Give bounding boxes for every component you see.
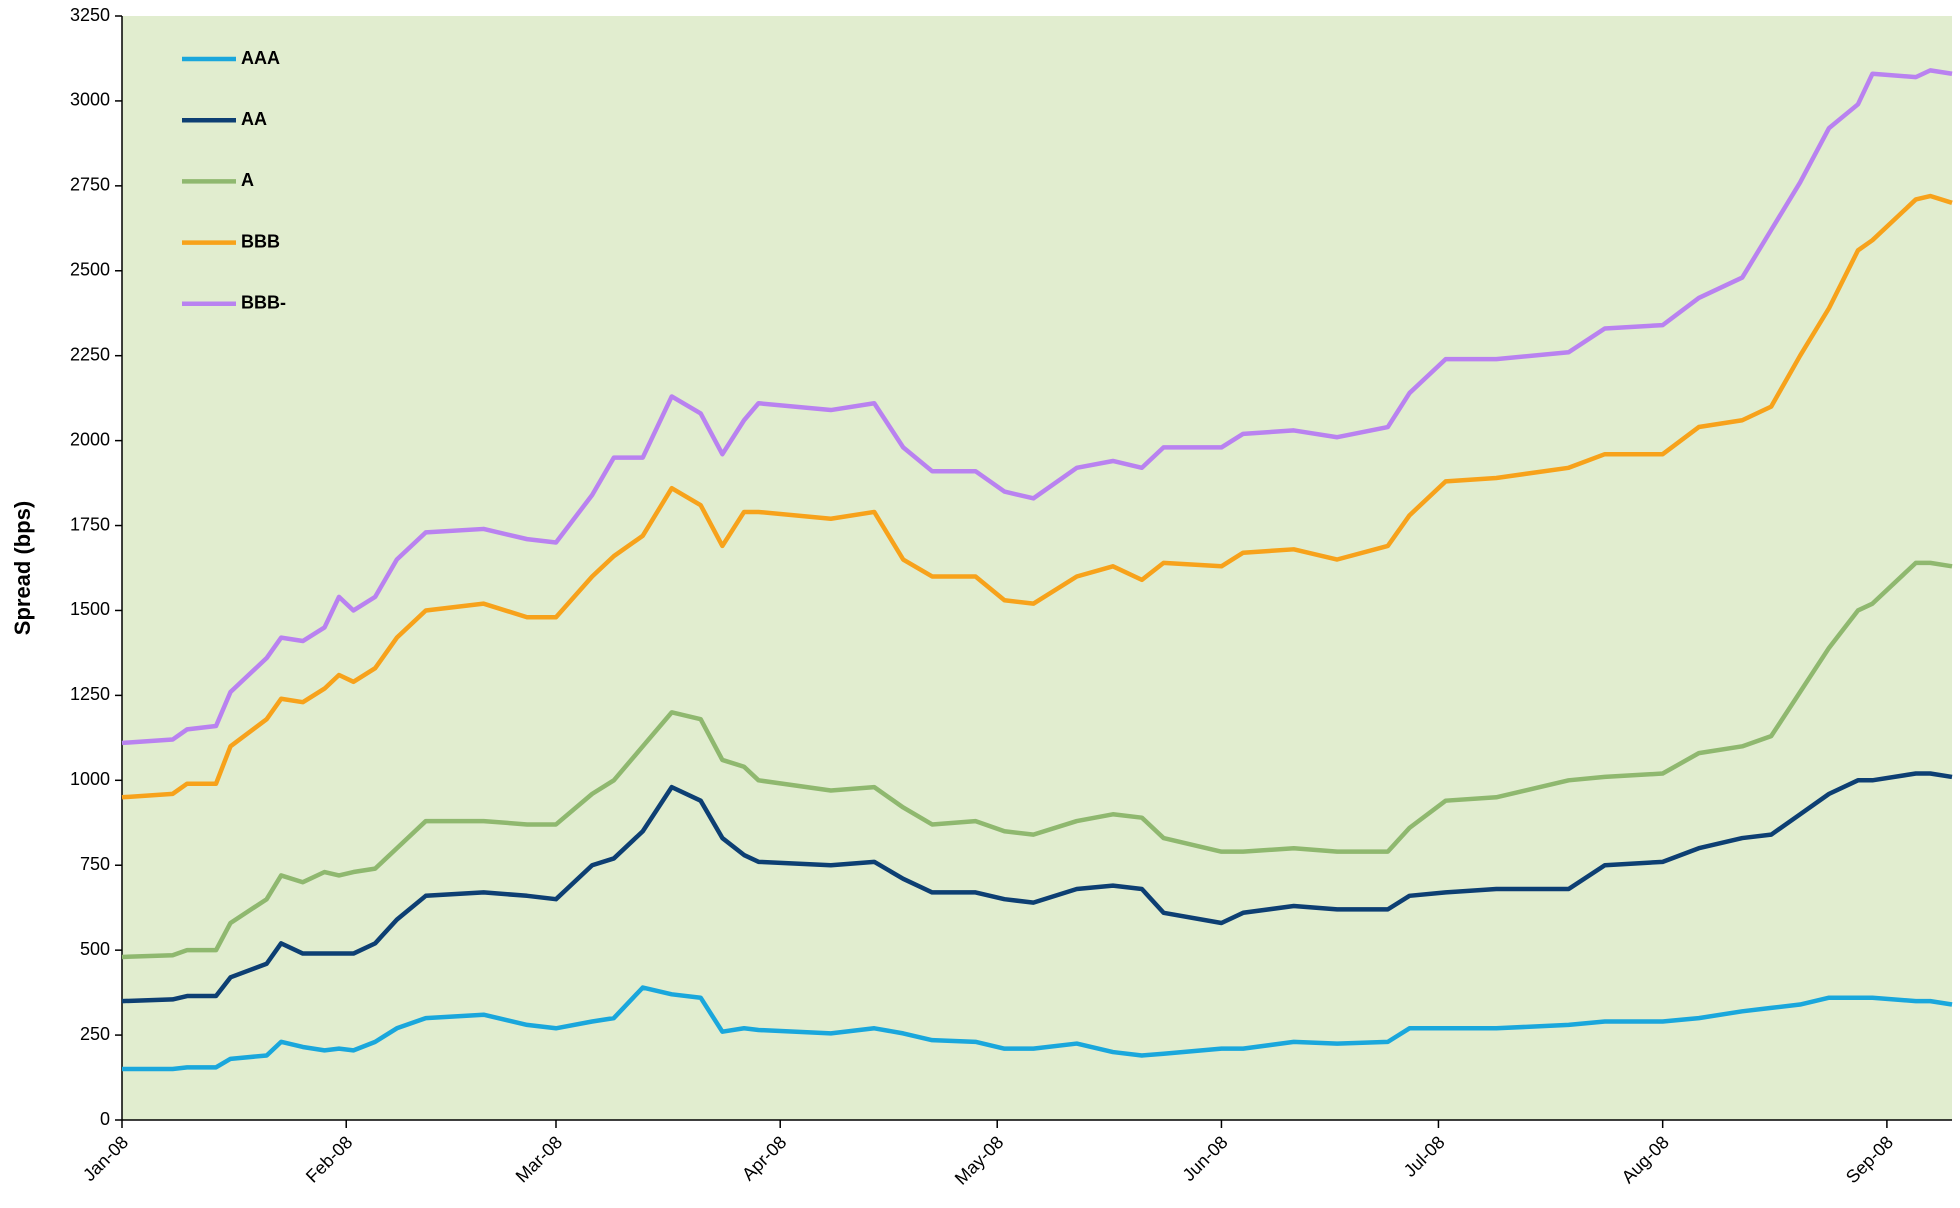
y-tick-label: 2500 <box>70 260 110 280</box>
x-tick-label: Feb-08 <box>302 1132 356 1186</box>
y-tick-label: 1750 <box>70 514 110 534</box>
y-tick-label: 1250 <box>70 684 110 704</box>
x-tick-label: Jun-08 <box>1179 1132 1232 1185</box>
x-tick-label: Apr-08 <box>738 1132 790 1184</box>
legend-label: AA <box>241 109 267 129</box>
y-tick-label: 2000 <box>70 429 110 449</box>
legend-label: BBB- <box>241 293 286 313</box>
series-line <box>121 68 1953 746</box>
y-tick-label: 500 <box>80 939 110 959</box>
x-tick-label: Mar-08 <box>512 1132 566 1186</box>
series-line <box>121 193 1953 800</box>
y-tick-label: 1000 <box>70 769 110 789</box>
x-tick-label: Jul-08 <box>1400 1132 1449 1181</box>
x-tick-label: May-08 <box>951 1132 1008 1189</box>
x-tick-label: Jan-08 <box>79 1132 132 1185</box>
y-tick-label: 3000 <box>70 90 110 110</box>
y-tick-label: 250 <box>80 1024 110 1044</box>
x-tick-label: Aug-08 <box>1618 1132 1673 1187</box>
legend-label: A <box>241 170 254 190</box>
legend-label: BBB <box>241 231 280 251</box>
y-axis-title: Spread (bps) <box>10 501 35 635</box>
y-tick-label: 0 <box>100 1109 110 1129</box>
y-tick-label: 2750 <box>70 175 110 195</box>
y-tick-label: 2250 <box>70 344 110 364</box>
y-tick-label: 3250 <box>70 5 110 25</box>
series-line <box>121 771 1953 1004</box>
y-tick-label: 1500 <box>70 599 110 619</box>
y-tick-label: 750 <box>80 854 110 874</box>
series-line <box>121 560 1953 960</box>
series-line <box>122 985 1953 1072</box>
x-tick-label: Sep-08 <box>1842 1132 1897 1187</box>
plot-area <box>122 16 1952 1120</box>
legend-label: AAA <box>241 48 280 68</box>
